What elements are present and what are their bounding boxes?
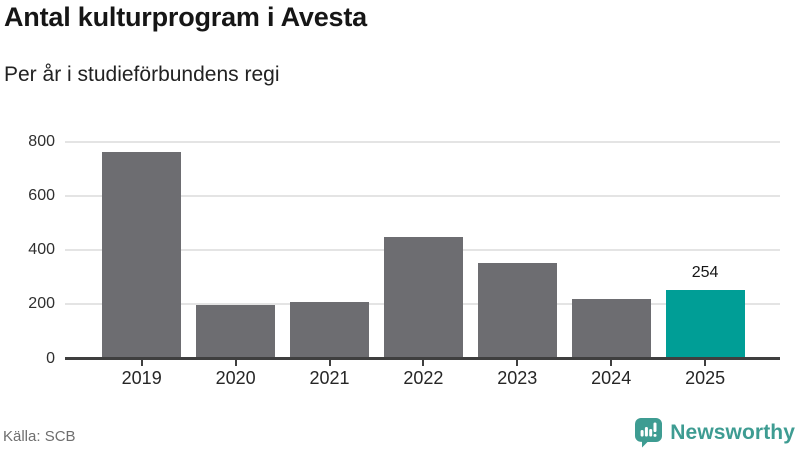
gridline [65, 140, 780, 143]
x-axis-tick-label: 2023 [497, 368, 538, 388]
newsworthy-logo: Newsworthy [634, 417, 795, 448]
bar-2021 [290, 302, 369, 359]
x-axis-tick-label: 2021 [309, 368, 350, 388]
x-axis-tick-label: 2019 [121, 368, 162, 388]
x-axis-tick [704, 360, 707, 366]
y-axis-tick-label: 400 [28, 241, 55, 258]
x-axis-tick [234, 360, 237, 366]
x-axis-tick-label: 2022 [403, 368, 444, 388]
y-axis-tick-label: 800 [28, 132, 55, 150]
y-axis-tick-label: 600 [28, 186, 55, 204]
bar-2023 [477, 263, 557, 359]
chart-title: Antal kulturprogram i Avesta [4, 2, 367, 32]
bar-2024 [571, 299, 651, 359]
newsworthy-wordmark: Newsworthy [670, 420, 795, 444]
x-axis-tick-label: 2020 [215, 368, 256, 388]
x-axis-tick [422, 360, 425, 366]
x-axis-line [65, 357, 780, 360]
y-axis-tick-label: 200 [28, 295, 55, 313]
x-axis-tick [516, 360, 519, 366]
bar-2020 [196, 305, 276, 359]
bar-2022 [383, 236, 463, 359]
highlight-value-label: 254 [691, 263, 719, 281]
gridline [65, 194, 780, 197]
x-axis-tick-label: 2024 [591, 368, 632, 388]
x-axis-tick [610, 360, 613, 366]
bar-2025 [665, 289, 745, 359]
x-axis-tick-label: 2025 [685, 368, 726, 388]
x-axis-tick [328, 360, 331, 366]
source-note: Källa: SCB [3, 428, 76, 445]
chart-subtitle: Per år i studieförbundens regi [4, 63, 280, 86]
newsworthy-icon [635, 418, 663, 448]
x-axis-tick [140, 360, 143, 366]
bar-2019 [102, 152, 182, 359]
y-axis-tick-label: 0 [46, 349, 55, 367]
